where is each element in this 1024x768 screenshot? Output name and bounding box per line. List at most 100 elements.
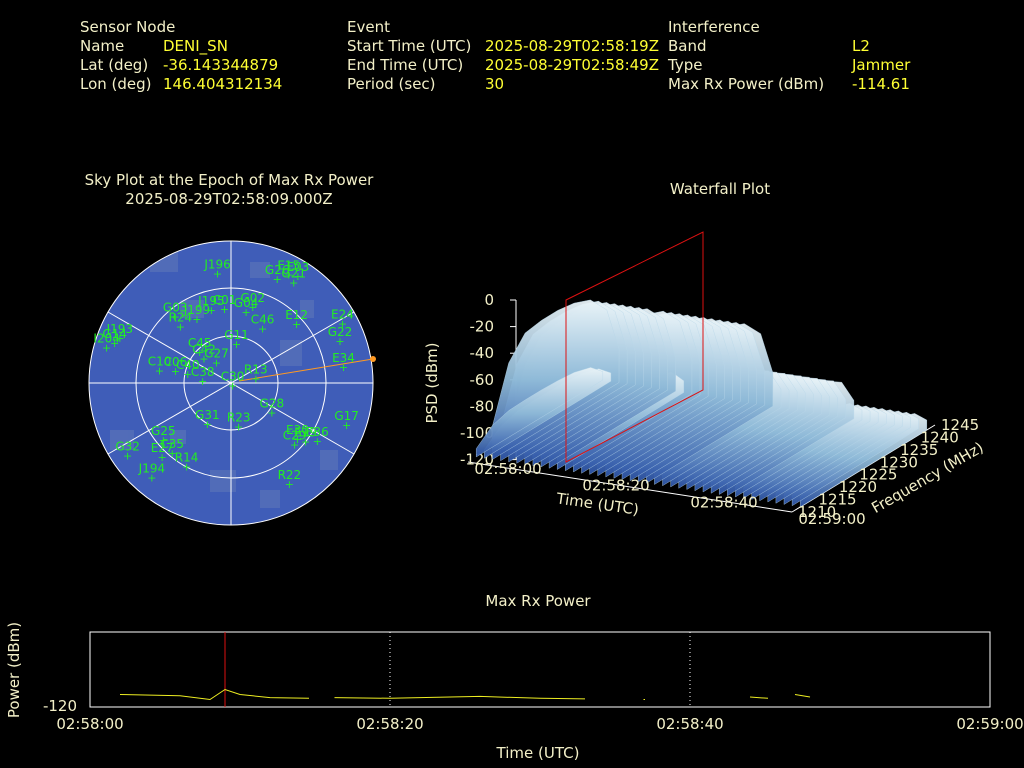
- sky-plot: +J196+E15+G26 +E03+G21+J195+C01+G04+G02+E…: [88, 240, 376, 526]
- max-rx-power-title: Max Rx Power: [485, 592, 591, 610]
- satellite-label: E27: [151, 441, 174, 455]
- sky-grid: [88, 240, 374, 526]
- satellite-label: C30: [221, 370, 245, 384]
- event-heading: Event: [347, 18, 390, 36]
- satellite-label: C45: [188, 336, 212, 350]
- satellite-marker: +: [176, 321, 185, 334]
- satellite-marker: +: [155, 364, 164, 377]
- satellite-label: C42: [192, 343, 216, 357]
- satellite-label: G02: [240, 291, 265, 305]
- satellite-label: E19: [294, 425, 317, 439]
- power-segment: [334, 695, 586, 700]
- max-rx-power-chart: 02:58:00 02:58:20 02:58:40 02:59:00 -120 Po…: [5, 622, 1024, 762]
- satellite-label: G03: [163, 301, 188, 315]
- satellite-I204: +I204: [93, 331, 119, 354]
- satellite-C10: +C10: [148, 354, 172, 377]
- satellite-marker: +: [285, 478, 294, 491]
- sky-terrain-patches: [110, 250, 338, 508]
- waterfall-x-ticks: 02:58:00 02:58:20 02:58:40 02:59:00: [474, 460, 865, 528]
- satellite-G11: +G11: [224, 328, 249, 351]
- satellite-G03: +G03: [163, 301, 188, 324]
- satellite-marker: +: [301, 435, 310, 448]
- z-tick-label: -80: [470, 397, 495, 415]
- satellite-marker: +: [147, 471, 156, 484]
- satellite-label: C38: [191, 365, 215, 379]
- satellite-C35: +C35: [160, 437, 184, 460]
- satellite-marker: +: [182, 461, 191, 474]
- satellite-label: E03: [286, 260, 309, 274]
- sky-plot-title: Sky Plot at the Epoch of Max Rx Power: [84, 171, 374, 189]
- satellite-marker: +: [251, 373, 260, 386]
- satellite-C38: +C38: [191, 365, 215, 388]
- satellite-marker: +: [284, 268, 293, 281]
- interference-band-value: L2: [852, 37, 870, 55]
- satellite-marker: +: [198, 375, 207, 388]
- satellite-J193: +J193: [106, 322, 133, 345]
- satellite-G04: +G04: [234, 296, 259, 319]
- y-tick-label: 1220: [839, 478, 877, 496]
- waterfall-title: Waterfall Plot: [669, 180, 771, 198]
- satellite-G32: +G32: [115, 439, 140, 462]
- z-tick-label: 0: [484, 291, 494, 309]
- satellite-marker: +: [102, 341, 111, 354]
- satellite-label: J193: [106, 322, 133, 336]
- satellite-label: G26: [265, 263, 290, 277]
- satellite-G17: +G17: [334, 409, 359, 432]
- interference-type-label: Type: [668, 56, 703, 74]
- sensor-lat-label: Lat (deg): [80, 56, 149, 74]
- waterfall-epoch-marker: [565, 231, 704, 463]
- satellite-R13: +R13: [244, 363, 268, 386]
- satellite-label: E30: [286, 423, 309, 437]
- satellite-C46: +C46: [251, 312, 275, 335]
- satellite-R23: +R23: [227, 411, 251, 434]
- satellite-marker: +: [342, 419, 351, 432]
- satellite-J196: +J196: [203, 257, 230, 280]
- satellite-label: G25: [151, 424, 176, 438]
- satellite-label: E34: [332, 351, 355, 365]
- satellite-R22: +R22: [278, 468, 302, 491]
- satellite-label: R22: [278, 468, 302, 482]
- y-tick-label: 1240: [921, 428, 959, 446]
- satellite-marker: +: [168, 447, 177, 460]
- jammer-marker: [370, 356, 376, 362]
- satellite-E36: +E36: [306, 425, 329, 448]
- satellite-E19: +E19: [294, 425, 317, 448]
- satellite-G22: +G22: [328, 325, 353, 348]
- satellite-J195: +J195: [197, 294, 224, 317]
- satellite-marker: +: [110, 337, 119, 350]
- satellite-marker: +: [293, 270, 302, 283]
- satellite-label: J196: [203, 257, 230, 271]
- satellite-label: G14: [102, 327, 127, 341]
- satellite-G21: +G21: [281, 267, 306, 290]
- satellite-E24: +E24: [331, 308, 354, 331]
- satellite-label: C40: [176, 358, 200, 372]
- satellite-marker: +: [248, 301, 257, 314]
- satellite-E12: +E12: [285, 308, 308, 331]
- satellite-marker: +: [338, 318, 347, 331]
- satellite-marker: +: [234, 421, 243, 434]
- satellite-C29: +C29: [283, 428, 307, 451]
- power-x-tick: 02:58:20: [356, 715, 423, 733]
- satellite-label: G32: [115, 439, 140, 453]
- y-tick-label: 1210: [798, 503, 836, 521]
- y-tick-label: 1245: [941, 416, 979, 434]
- y-tick-label: 1225: [859, 466, 897, 484]
- satellite-C01: +C01: [213, 293, 237, 316]
- satellite-label: G17: [334, 409, 359, 423]
- sensor-lat-value: -36.143344879: [163, 56, 279, 74]
- satellite-label: G27: [204, 346, 229, 360]
- waterfall-slice: [476, 367, 603, 458]
- satellite-C40: +C40: [176, 358, 200, 381]
- sensor-lon-value: 146.404312134: [163, 75, 283, 93]
- satellite-label: G04: [234, 296, 259, 310]
- satellite-label: R24: [169, 311, 193, 325]
- satellite-C42: +C42: [192, 343, 216, 366]
- sensor-name-value: DENI_SN: [163, 37, 228, 55]
- satellite-label: C06: [164, 355, 188, 369]
- satellite-C30: +C30: [221, 370, 245, 393]
- power-segment: [119, 688, 310, 701]
- sensor-name-label: Name: [80, 37, 125, 55]
- event-end-value: 2025-08-29T02:58:49Z: [485, 56, 659, 74]
- satellite-marker: +: [192, 313, 201, 326]
